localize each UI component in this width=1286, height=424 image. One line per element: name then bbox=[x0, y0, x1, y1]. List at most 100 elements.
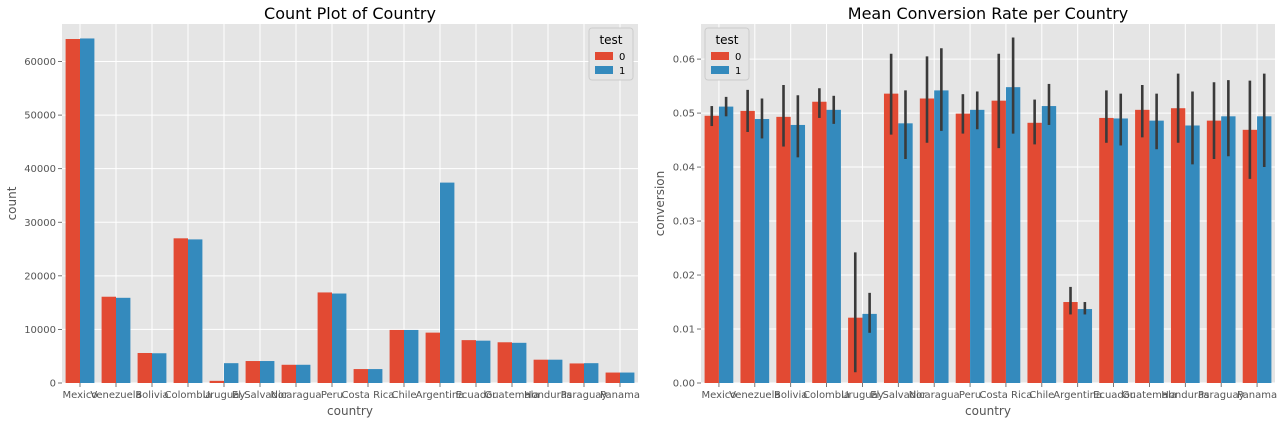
x-tick-label: Panama bbox=[1237, 390, 1277, 401]
bar-0-bolivia bbox=[776, 116, 791, 384]
x-tick-label: Nicaragua bbox=[909, 390, 960, 401]
x-tick-label: El Salvador bbox=[870, 390, 927, 401]
bar-1-venezuela bbox=[116, 297, 131, 383]
bar-0-bolivia bbox=[137, 352, 152, 383]
bar-0-argentina bbox=[1063, 302, 1078, 383]
bar-0-paraguay bbox=[569, 363, 584, 383]
bar-1-colombia bbox=[188, 239, 203, 383]
bar-1-honduras bbox=[1185, 125, 1200, 383]
bar-0-colombia bbox=[812, 101, 827, 383]
y-tick-label: 0.06 bbox=[673, 55, 695, 66]
bar-0-venezuela bbox=[101, 296, 116, 383]
y-tick-label: 0.01 bbox=[673, 325, 695, 336]
bar-0-el-salvador bbox=[883, 93, 899, 384]
y-tick-label: 30000 bbox=[24, 218, 56, 229]
x-tick-label: Uruguay bbox=[203, 390, 246, 401]
bar-1-argentina bbox=[1077, 309, 1093, 383]
y-axis-label: conversion bbox=[653, 171, 667, 237]
bar-1-uruguay bbox=[862, 313, 877, 383]
x-tick-label: Paraguay bbox=[1198, 390, 1245, 401]
x-tick-label: Argentina bbox=[416, 390, 465, 401]
x-tick-label: Ecuador bbox=[1093, 390, 1135, 401]
bar-0-ecuador bbox=[1099, 117, 1114, 383]
bar-0-peru bbox=[955, 113, 971, 383]
x-tick-label: Chile bbox=[1029, 390, 1054, 401]
y-axis-label: count bbox=[5, 186, 19, 220]
bar-0-paraguay bbox=[1206, 120, 1222, 383]
bar-1-ecuador bbox=[476, 340, 491, 383]
chart-panel-0: 0 10000 20000 30000 40000 50000 60000 MexicoVen… bbox=[5, 4, 640, 418]
chart-title: Count Plot of Country bbox=[264, 4, 436, 23]
y-tick-label: 0.02 bbox=[673, 271, 695, 282]
bar-1-uruguay bbox=[224, 363, 239, 383]
bar-1-costa-rica bbox=[1005, 87, 1021, 383]
x-tick-label: Peru bbox=[321, 390, 343, 401]
legend-swatch-1 bbox=[595, 66, 613, 74]
bar-1-peru bbox=[970, 109, 985, 383]
plot-area bbox=[62, 24, 638, 383]
bar-1-el-salvador bbox=[260, 361, 275, 383]
bar-0-costa-rica bbox=[353, 369, 368, 383]
legend-label-1: 1 bbox=[619, 66, 625, 77]
bar-0-venezuela bbox=[740, 110, 755, 384]
bar-1-argentina bbox=[440, 182, 455, 383]
bar-0-honduras bbox=[1170, 108, 1186, 383]
y-tick-label: 20000 bbox=[24, 271, 56, 282]
bar-1-el-salvador bbox=[898, 123, 913, 383]
y-tick-label: 0.00 bbox=[673, 379, 695, 390]
x-tick-label: Bolivia bbox=[135, 390, 168, 401]
bar-1-chile bbox=[404, 329, 419, 383]
legend-label-0: 0 bbox=[619, 52, 625, 63]
bar-1-bolivia bbox=[152, 353, 167, 383]
y-tick-label: 0 bbox=[50, 379, 56, 390]
bar-0-costa-rica bbox=[991, 100, 1006, 384]
bar-1-guatemala bbox=[512, 342, 527, 383]
x-tick-label: Panama bbox=[600, 390, 640, 401]
bar-1-chile bbox=[1041, 106, 1057, 384]
bar-0-panama bbox=[605, 372, 620, 383]
x-tick-label: Honduras bbox=[1161, 390, 1209, 401]
x-tick-label: Venezuela bbox=[729, 390, 780, 401]
bar-0-uruguay bbox=[209, 380, 224, 383]
x-tick-label: Honduras bbox=[524, 390, 572, 401]
legend-label-0: 0 bbox=[735, 52, 741, 63]
x-tick-label: Paraguay bbox=[561, 390, 608, 401]
bar-0-guatemala bbox=[1135, 109, 1150, 383]
x-tick-label: El Salvador bbox=[232, 390, 289, 401]
bar-0-argentina bbox=[425, 332, 440, 383]
y-tick-label: 40000 bbox=[24, 164, 56, 175]
bar-0-chile bbox=[389, 329, 404, 383]
x-tick-label: Mexico bbox=[63, 390, 98, 401]
x-tick-label: Guatemala bbox=[484, 390, 539, 401]
x-axis-label: country bbox=[965, 404, 1011, 418]
bar-1-ecuador bbox=[1113, 118, 1128, 383]
bar-0-ecuador bbox=[461, 340, 476, 383]
bar-1-honduras bbox=[548, 359, 563, 383]
bar-0-honduras bbox=[533, 359, 548, 383]
y-tick-label: 60000 bbox=[24, 57, 56, 68]
bar-0-panama bbox=[1242, 129, 1258, 383]
x-tick-label: Costa Rica bbox=[979, 390, 1032, 401]
x-tick-label: Colombia bbox=[165, 390, 212, 401]
chart-panel-1: 0.00 0.01 0.02 0.03 0.04 0.05 0.06 MexicoVenezu… bbox=[653, 4, 1277, 418]
legend-swatch-1 bbox=[711, 66, 729, 74]
bar-1-panama bbox=[620, 372, 635, 383]
x-tick-label: Ecuador bbox=[456, 390, 498, 401]
bar-1-venezuela bbox=[754, 119, 770, 383]
bar-1-mexico bbox=[80, 38, 95, 383]
legend: test 0 1 bbox=[704, 27, 750, 81]
y-tick-label: 0.05 bbox=[673, 109, 695, 120]
bar-1-mexico bbox=[718, 106, 734, 384]
bar-0-chile bbox=[1027, 122, 1042, 383]
bar-0-nicaragua bbox=[919, 98, 935, 384]
legend-title: test bbox=[599, 33, 622, 47]
bar-1-nicaragua bbox=[934, 90, 949, 384]
bar-1-bolivia bbox=[790, 124, 806, 384]
y-tick-label: 10000 bbox=[24, 325, 56, 336]
bar-1-paraguay bbox=[584, 363, 599, 383]
y-tick-label: 0.03 bbox=[673, 217, 695, 228]
legend-label-1: 1 bbox=[735, 66, 741, 77]
bar-1-guatemala bbox=[1149, 120, 1164, 383]
bar-1-peru bbox=[332, 293, 347, 383]
bar-0-peru bbox=[317, 292, 332, 383]
